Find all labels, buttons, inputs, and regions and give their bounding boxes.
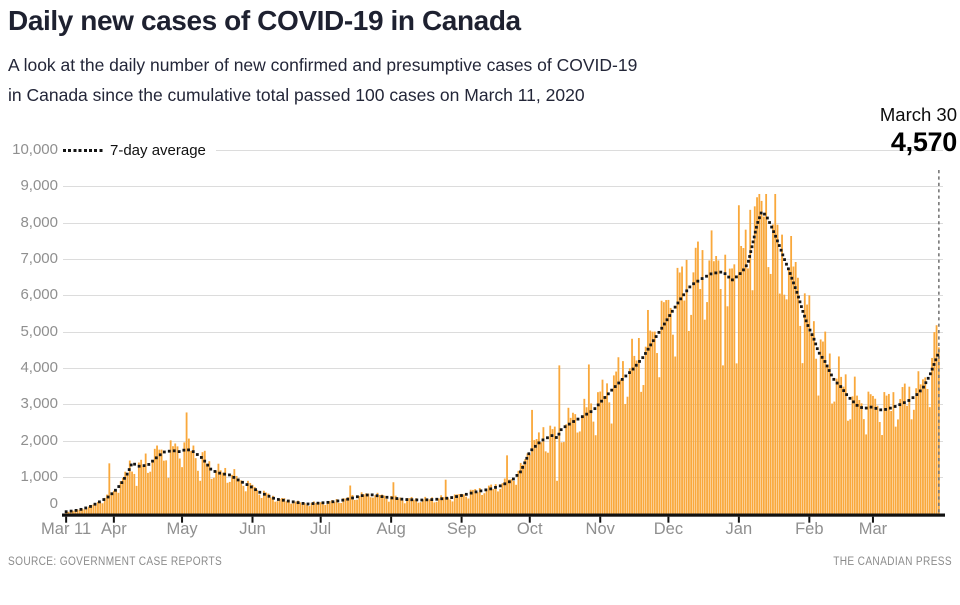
x-tick-label: Mar (858, 520, 888, 538)
y-tick-label: 8,000 (20, 213, 58, 231)
y-tick-label: 1,000 (20, 468, 58, 486)
subtitle: A look at the daily number of new confir… (8, 50, 637, 110)
page-title: Daily new cases of COVID-19 in Canada (8, 5, 521, 36)
x-tick-label: Jul (310, 520, 332, 538)
latest-value-annotation: March 30 4,570 (880, 104, 957, 158)
y-tick-label: 6,000 (20, 286, 58, 304)
x-tick-label: Oct (516, 520, 543, 538)
x-tick-label: Jun (239, 520, 266, 538)
y-tick-label: 5,000 (20, 322, 58, 340)
subtitle-line-2: in Canada since the cumulative total pas… (8, 85, 585, 105)
y-tick-label: 9,000 (20, 177, 58, 195)
footer: SOURCE: GOVERNMENT CASE REPORTS THE CANA… (0, 556, 960, 572)
legend-label: 7-day average (110, 142, 206, 159)
x-tick-label: Dec (653, 520, 684, 538)
x-tick-label: Aug (376, 520, 406, 538)
legend: 7-day average (63, 141, 216, 160)
y-tick-label: 4,000 (20, 359, 58, 377)
dotted-line-swatch (63, 149, 104, 152)
x-tick-label: Apr (101, 520, 127, 538)
x-tick-label: Feb (795, 520, 824, 538)
x-tick-label: Mar 11 (41, 520, 92, 538)
annotation-value: 4,570 (890, 127, 957, 157)
y-tick-label: 7,000 (20, 250, 58, 268)
x-tick-label: Sep (446, 520, 477, 538)
subtitle-line-1: A look at the daily number of new confir… (8, 55, 638, 75)
x-tick-label: Jan (725, 520, 753, 538)
y-tick-label: 0 (49, 494, 58, 512)
x-tick-label: May (166, 520, 198, 538)
source-credit: SOURCE: GOVERNMENT CASE REPORTS (8, 556, 223, 568)
press-credit: THE CANADIAN PRESS (833, 556, 952, 568)
x-tick-label: Nov (585, 520, 615, 538)
y-tick-label: 2,000 (20, 431, 58, 449)
y-tick-label: 10,000 (12, 141, 58, 158)
y-tick-label: 3,000 (20, 395, 58, 413)
annotation-date: March 30 (879, 104, 957, 125)
